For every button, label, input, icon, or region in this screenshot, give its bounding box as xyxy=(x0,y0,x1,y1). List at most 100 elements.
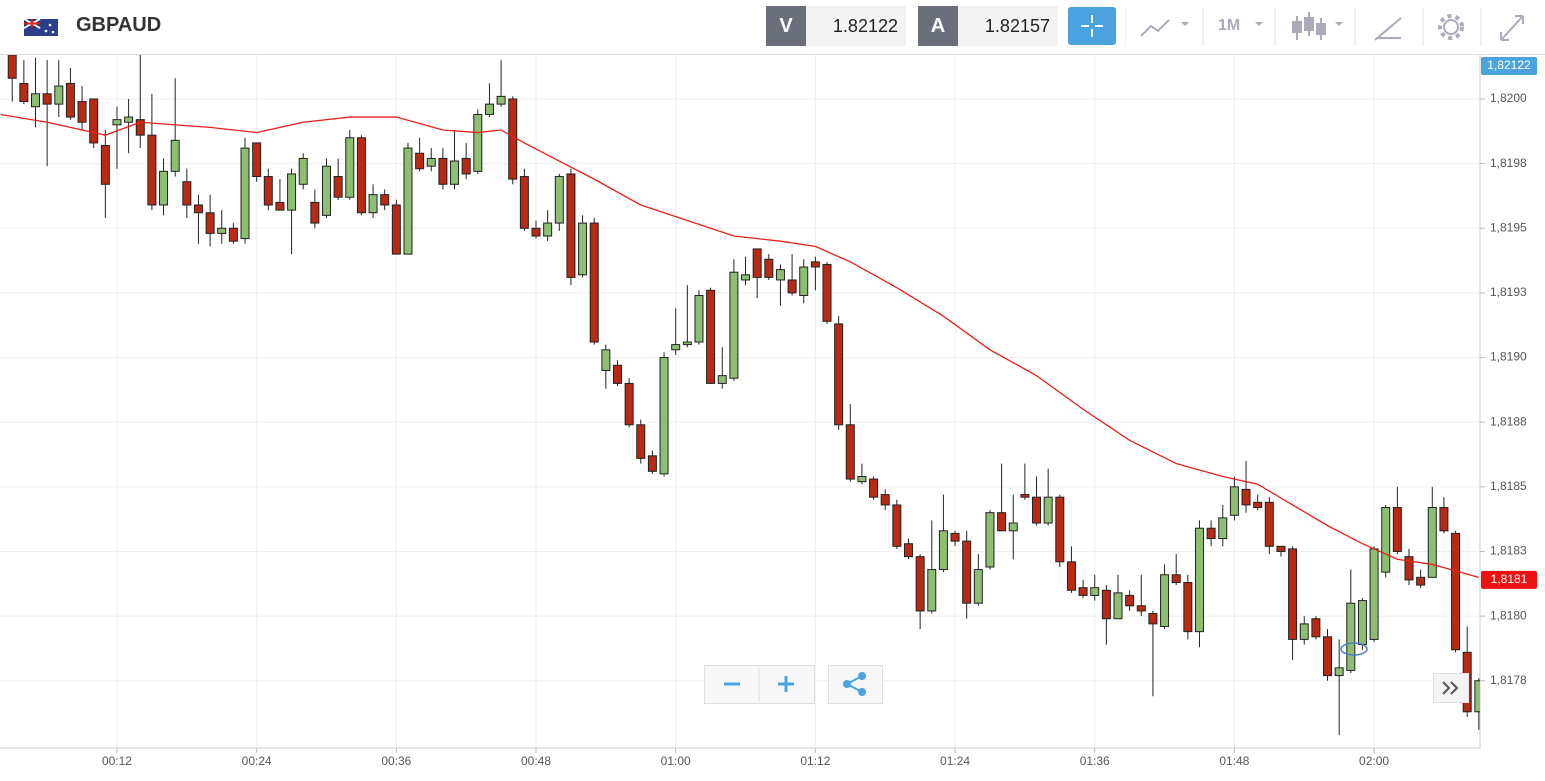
candle-body xyxy=(1241,488,1251,506)
candle-body xyxy=(65,82,75,118)
candle-body xyxy=(252,142,262,178)
candle-body xyxy=(147,134,157,206)
drawing-marker xyxy=(1340,642,1368,656)
candle-body xyxy=(927,569,937,612)
candle-body xyxy=(1020,494,1030,498)
candle-body xyxy=(19,82,29,103)
candle-body xyxy=(880,494,890,506)
candle-body xyxy=(228,227,238,242)
symbol: GBPAUD xyxy=(76,14,162,36)
candle-body xyxy=(624,382,634,426)
scroll-right-button[interactable] xyxy=(1433,673,1469,703)
candle-body xyxy=(170,139,180,172)
candle-body xyxy=(1113,592,1123,620)
candle-body xyxy=(450,160,460,185)
candle-body xyxy=(1253,501,1263,509)
candle-body xyxy=(124,116,134,123)
candle-body xyxy=(717,375,727,384)
candle-body xyxy=(671,344,681,351)
candle-body xyxy=(1055,496,1065,563)
candle-body xyxy=(752,248,762,278)
candle-body xyxy=(415,152,425,170)
candle-body xyxy=(100,145,110,185)
candle-body xyxy=(1171,574,1181,584)
candle-body xyxy=(217,227,227,234)
candle-body xyxy=(1451,532,1461,651)
candle-body xyxy=(659,357,669,475)
price-tag-label: 1,8181 xyxy=(1491,572,1528,586)
x-tick-label: 00:12 xyxy=(102,754,132,768)
candle-body xyxy=(566,173,576,278)
candle-body xyxy=(1416,576,1426,586)
candle-body xyxy=(682,341,692,346)
x-tick-label: 00:36 xyxy=(381,754,411,768)
bid-label[interactable]: V xyxy=(766,6,806,46)
candle-body xyxy=(1066,561,1076,591)
candle-body xyxy=(1357,600,1367,646)
candle-body xyxy=(775,269,785,281)
candle-body xyxy=(1404,556,1414,581)
candle-body xyxy=(1323,636,1333,677)
candle-body xyxy=(1474,680,1480,713)
candle-body xyxy=(345,137,355,198)
candle-body xyxy=(647,455,657,472)
candle-body xyxy=(484,103,494,115)
candle-body xyxy=(1311,618,1321,638)
ask-price[interactable]: 1.82157 xyxy=(958,6,1058,46)
candle-body xyxy=(1264,501,1274,547)
candle-body xyxy=(193,204,203,214)
plot-area xyxy=(0,55,1480,736)
y-tick-label: 1,8180 xyxy=(1490,608,1527,622)
candle-body xyxy=(240,147,250,240)
candle-body xyxy=(205,212,215,234)
candle-body xyxy=(1276,545,1286,552)
x-tick-label: 01:00 xyxy=(661,754,691,768)
timeframe[interactable]: 1M xyxy=(1218,17,1241,34)
candle-body xyxy=(31,93,41,108)
candle-body xyxy=(973,569,983,604)
ask-label[interactable]: A xyxy=(918,6,958,46)
candle-body xyxy=(1032,496,1042,524)
y-tick-label: 1,8185 xyxy=(1490,479,1527,493)
y-tick-label: 1,8178 xyxy=(1490,673,1527,687)
y-tick-label: 1,8193 xyxy=(1490,285,1527,299)
y-tick-label: 1,8188 xyxy=(1490,414,1527,428)
candle-body xyxy=(741,274,751,281)
candle-body xyxy=(1206,527,1216,540)
candle-body xyxy=(903,543,913,558)
candle-body xyxy=(263,176,273,206)
candle-body xyxy=(1183,582,1193,633)
moving-average-line xyxy=(0,113,1480,578)
candle-body xyxy=(822,263,832,322)
candle-body xyxy=(380,194,390,206)
candle-body xyxy=(962,540,972,604)
candle-body xyxy=(1392,507,1402,552)
candle-body xyxy=(1125,594,1135,607)
candle-body xyxy=(601,349,611,371)
candle-body xyxy=(77,101,87,123)
candle-body xyxy=(368,194,378,214)
candle-body xyxy=(1008,522,1018,532)
crosshair-button[interactable] xyxy=(1068,7,1116,45)
candle-body xyxy=(461,157,471,175)
zoom-controls[interactable] xyxy=(704,665,884,705)
candle-body xyxy=(787,279,797,294)
candle-body xyxy=(426,157,436,167)
candle-body xyxy=(578,222,588,276)
candle-body xyxy=(857,475,867,483)
x-tick-label: 01:48 xyxy=(1219,754,1249,768)
candle-body xyxy=(1148,613,1158,625)
candle-body xyxy=(985,512,995,568)
candle-body xyxy=(799,266,809,296)
candle-body xyxy=(892,504,902,547)
candle-body xyxy=(997,512,1007,532)
candle-body xyxy=(694,294,704,343)
candle-body xyxy=(950,532,960,542)
bid-price[interactable]: 1.82122 xyxy=(806,6,906,46)
y-tick-label: 1,8190 xyxy=(1490,350,1527,364)
candle-body xyxy=(356,137,366,214)
candle-body xyxy=(1160,574,1170,627)
x-tick-label: 02:00 xyxy=(1359,754,1389,768)
candle-body xyxy=(89,98,99,144)
